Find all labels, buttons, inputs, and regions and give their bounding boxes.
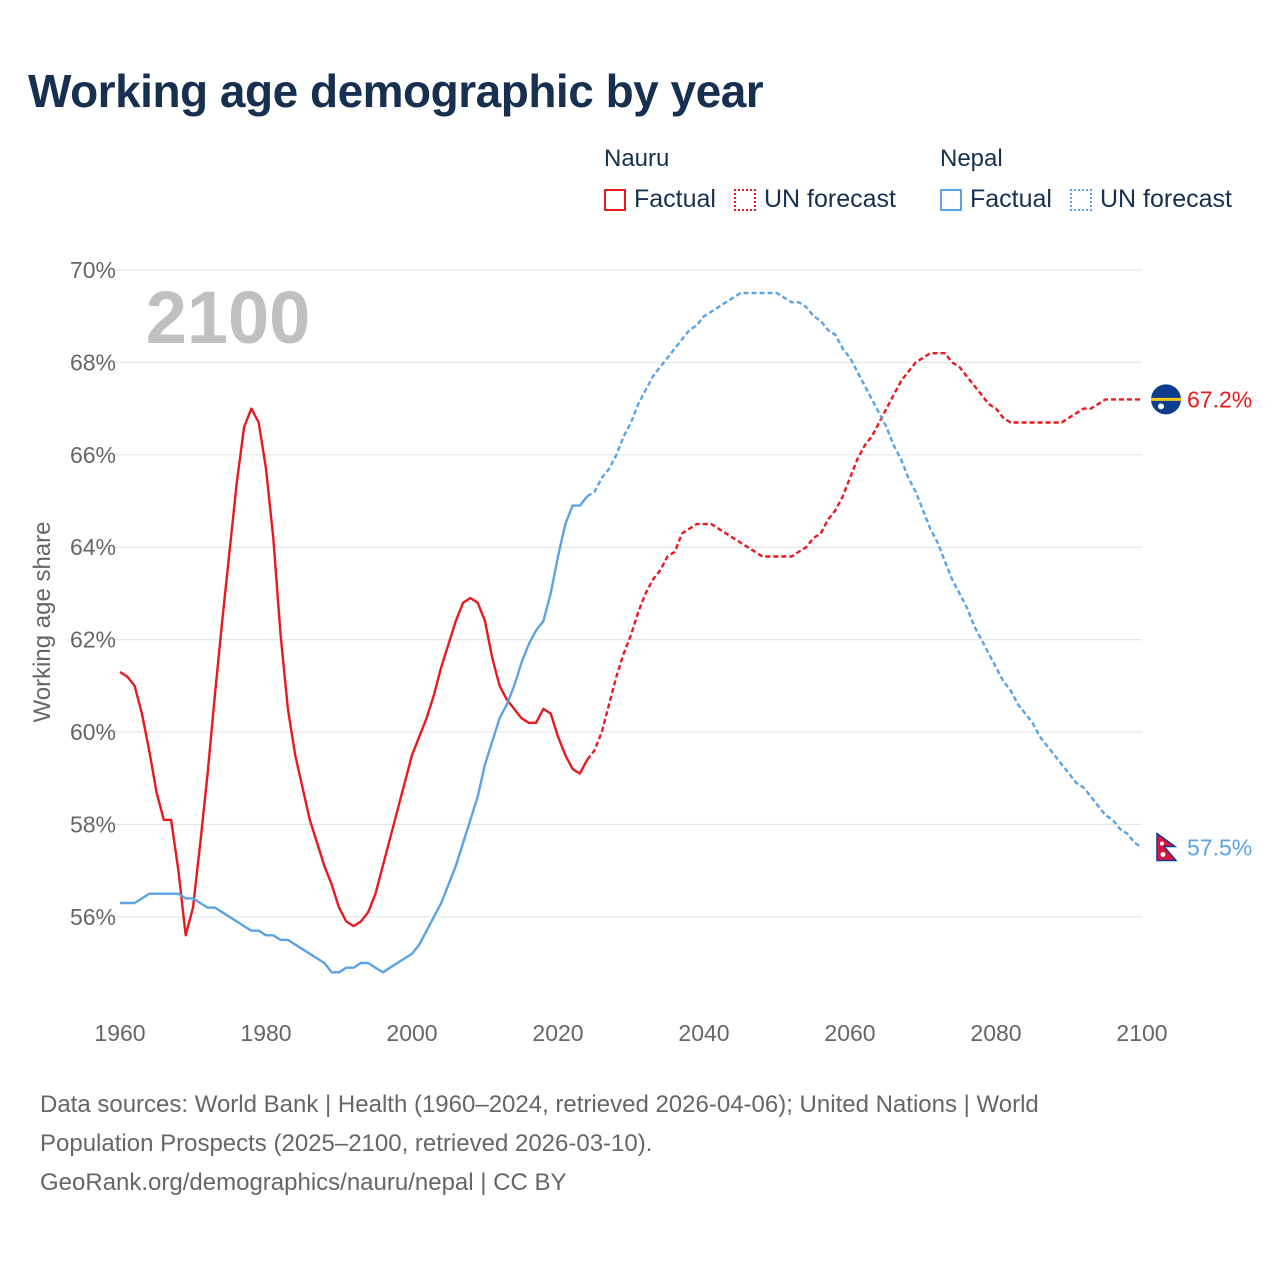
legend-nauru-title: Nauru xyxy=(604,145,670,172)
y-axis-label: Working age share xyxy=(29,522,56,723)
legend-nepal-title: Nepal xyxy=(940,145,1003,172)
nepal-forecast-line[interactable] xyxy=(586,291,1143,849)
y-tick-label: 70% xyxy=(70,257,116,283)
x-tick-label: 2080 xyxy=(970,1020,1021,1046)
legend-nauru-factual-label: Factual xyxy=(634,185,716,213)
chart-title: Working age demographic by year xyxy=(28,65,764,117)
y-tick-label: 58% xyxy=(70,811,116,837)
x-tick-label: 2060 xyxy=(824,1020,875,1046)
legend-nepal-forecast-swatch xyxy=(1069,188,1092,211)
source-line-2: Population Prospects (2025–2100, retriev… xyxy=(40,1130,653,1157)
legend-nauru: Nauru Factual UN forecast xyxy=(604,145,914,214)
legend-nepal-factual-label: Factual xyxy=(970,185,1052,213)
x-tick-label: 2020 xyxy=(532,1020,583,1046)
y-tick-label: 64% xyxy=(70,534,116,560)
x-tick-label: 2040 xyxy=(678,1020,729,1046)
legend-nauru-forecast-swatch xyxy=(733,188,756,211)
nepal-end-value-label: 57.5% xyxy=(1187,835,1252,861)
year-watermark: 2100 xyxy=(146,276,311,359)
legend-nauru-forecast[interactable]: UN forecast xyxy=(733,185,896,214)
nauru-flag-icon xyxy=(1151,384,1181,415)
y-tick-label: 56% xyxy=(70,904,116,930)
x-tick-label: 1960 xyxy=(94,1020,145,1046)
line-chart: 56% 58% 60% 62% 64% 66% 68% 70% 1960 1980 2000 202… xyxy=(29,257,1252,1046)
source-line-1: Data sources: World Bank | Health (1960–… xyxy=(40,1091,1039,1118)
y-tick-label: 66% xyxy=(70,442,116,468)
legend-nepal-factual[interactable]: Factual xyxy=(940,185,1052,214)
legend-nauru-factual[interactable]: Factual xyxy=(604,185,716,214)
nepal-factual-line[interactable] xyxy=(120,495,589,974)
y-axis-ticks: 56% 58% 60% 62% 64% 66% 68% 70% xyxy=(70,257,116,930)
grid-lines xyxy=(112,269,1142,918)
nauru-factual-line[interactable] xyxy=(119,407,589,937)
legend-nepal-factual-swatch xyxy=(940,188,962,211)
legend-nepal-forecast-label: UN forecast xyxy=(1099,185,1232,213)
legend-nepal: Nepal Factual UN forecast xyxy=(940,145,1232,214)
source-note: Data sources: World Bank | Health (1960–… xyxy=(40,1085,1240,1202)
series-lines xyxy=(119,291,1143,974)
y-tick-label: 62% xyxy=(70,627,116,653)
nauru-end-value-label: 67.2% xyxy=(1187,386,1252,412)
x-tick-label: 2000 xyxy=(386,1020,437,1046)
x-axis-ticks: 1960 1980 2000 2020 2040 2060 2080 2100 xyxy=(94,1020,1167,1046)
legend-nauru-forecast-label: UN forecast xyxy=(763,185,896,213)
source-line-3[interactable]: GeoRank.org/demographics/nauru/nepal | C… xyxy=(40,1169,567,1196)
end-markers: 67.2% 57.5% xyxy=(1151,384,1252,863)
nauru-forecast-line[interactable] xyxy=(586,352,1142,761)
x-tick-label: 1980 xyxy=(240,1020,291,1046)
legend-nauru-factual-swatch xyxy=(604,188,626,211)
y-tick-label: 68% xyxy=(70,349,116,375)
nepal-flag-icon xyxy=(1151,832,1181,863)
y-tick-label: 60% xyxy=(70,719,116,745)
x-tick-label: 2100 xyxy=(1116,1020,1167,1046)
legend-nepal-forecast[interactable]: UN forecast xyxy=(1069,185,1232,214)
